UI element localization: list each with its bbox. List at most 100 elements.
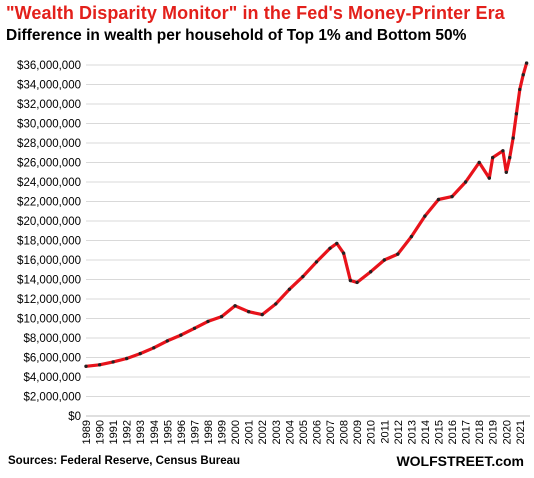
data-point xyxy=(501,149,505,153)
data-point xyxy=(260,312,264,317)
y-tick-label: $4,000,000 xyxy=(23,372,81,384)
data-point xyxy=(477,160,481,165)
y-axis-ticks: $0 $2,000,000 $4,000,000 $6,000,000 $8,000,0… xyxy=(17,60,81,423)
x-tick-label: 2004 xyxy=(284,420,296,444)
series-wealth-gap xyxy=(84,61,529,368)
data-point xyxy=(328,246,332,250)
data-point xyxy=(355,280,359,285)
data-point xyxy=(491,155,495,160)
data-point xyxy=(219,314,224,319)
y-tick-label: $26,000,000 xyxy=(17,158,81,170)
data-point xyxy=(511,136,515,140)
data-point xyxy=(524,61,529,65)
x-tick-label: 2011 xyxy=(379,420,391,444)
x-tick-label: 2001 xyxy=(244,420,256,444)
data-point xyxy=(111,360,115,364)
x-tick-label: 2000 xyxy=(230,420,242,444)
y-tick-label: $0 xyxy=(68,411,81,423)
data-point xyxy=(97,363,102,367)
x-tick-label: 2009 xyxy=(352,420,364,444)
data-point xyxy=(84,364,88,368)
x-tick-label: 1991 xyxy=(108,420,120,444)
x-tick-label: 2015 xyxy=(433,420,445,444)
data-point xyxy=(450,194,454,199)
x-tick-label: 2006 xyxy=(311,420,323,444)
y-tick-label: $6,000,000 xyxy=(23,353,81,365)
data-point xyxy=(287,287,292,291)
y-tick-label: $24,000,000 xyxy=(17,177,81,189)
data-point xyxy=(518,87,522,92)
x-tick-label: 2012 xyxy=(393,420,405,444)
x-tick-label: 2020 xyxy=(501,420,513,444)
data-point xyxy=(152,346,156,350)
data-point xyxy=(138,351,142,356)
y-tick-label: $22,000,000 xyxy=(17,197,81,209)
x-tick-label: 2010 xyxy=(366,420,378,444)
x-tick-label: 1994 xyxy=(149,420,161,444)
data-point xyxy=(369,270,373,274)
data-point xyxy=(192,326,197,330)
x-tick-label: 2003 xyxy=(271,420,283,444)
y-tick-label: $2,000,000 xyxy=(23,392,81,404)
grid-lines xyxy=(86,64,530,397)
y-tick-label: $10,000,000 xyxy=(17,314,81,326)
chart-title: "Wealth Disparity Monitor" in the Fed's … xyxy=(6,3,505,23)
y-tick-label: $20,000,000 xyxy=(17,216,81,228)
data-point xyxy=(301,274,305,279)
y-tick-label: $28,000,000 xyxy=(17,138,81,150)
y-tick-label: $18,000,000 xyxy=(17,236,81,248)
x-tick-label: 2014 xyxy=(420,420,432,444)
y-tick-label: $30,000,000 xyxy=(17,119,81,131)
x-tick-label: 1995 xyxy=(162,420,174,444)
data-point xyxy=(436,197,441,202)
series-line xyxy=(84,61,529,368)
x-tick-label: 1990 xyxy=(95,420,107,444)
x-tick-label: 1999 xyxy=(217,420,229,444)
data-point xyxy=(233,304,237,308)
x-axis-ticks: 1989 1990 1991 1992 1993 1994 1995 1996 1997 1998… xyxy=(81,420,527,444)
data-point xyxy=(341,251,346,255)
data-point xyxy=(396,252,400,256)
data-point xyxy=(409,234,414,239)
x-tick-label: 2002 xyxy=(257,420,269,444)
x-tick-label: 2017 xyxy=(461,420,473,444)
data-point xyxy=(348,278,353,283)
y-tick-label: $8,000,000 xyxy=(23,333,81,345)
data-point xyxy=(382,258,386,262)
x-tick-label: 2016 xyxy=(447,420,459,444)
data-point xyxy=(463,180,468,184)
x-tick-label: 1993 xyxy=(135,420,147,444)
data-point xyxy=(335,241,339,246)
data-point xyxy=(247,310,251,314)
data-point xyxy=(125,356,129,361)
data-point xyxy=(165,339,169,343)
x-tick-label: 2019 xyxy=(488,420,500,444)
y-tick-label: $16,000,000 xyxy=(17,255,81,267)
x-tick-label: 2018 xyxy=(474,420,486,444)
x-tick-label: 2013 xyxy=(406,420,418,444)
data-point xyxy=(206,319,210,324)
data-point xyxy=(504,170,508,174)
data-point xyxy=(423,214,427,218)
y-tick-label: $36,000,000 xyxy=(17,60,81,72)
y-tick-label: $12,000,000 xyxy=(17,294,81,306)
x-tick-label: 2008 xyxy=(339,420,351,444)
x-tick-label: 1989 xyxy=(81,420,93,444)
x-tick-label: 1992 xyxy=(122,420,134,444)
data-point xyxy=(514,112,519,116)
brand-watermark: WOLFSTREET.com xyxy=(396,453,524,469)
x-tick-label: 1996 xyxy=(176,420,188,444)
x-tick-label: 1998 xyxy=(203,420,215,444)
source-note: Sources: Federal Reserve, Census Bureau xyxy=(8,455,241,467)
data-point xyxy=(179,333,183,337)
y-tick-label: $34,000,000 xyxy=(17,80,81,92)
data-point xyxy=(521,73,525,77)
x-tick-label: 2021 xyxy=(515,420,527,444)
data-point xyxy=(314,260,319,264)
x-tick-label: 2005 xyxy=(298,420,310,444)
y-tick-label: $32,000,000 xyxy=(17,99,81,111)
data-point xyxy=(487,176,491,180)
chart-subtitle: Difference in wealth per household of To… xyxy=(6,27,467,44)
data-point xyxy=(508,155,512,160)
